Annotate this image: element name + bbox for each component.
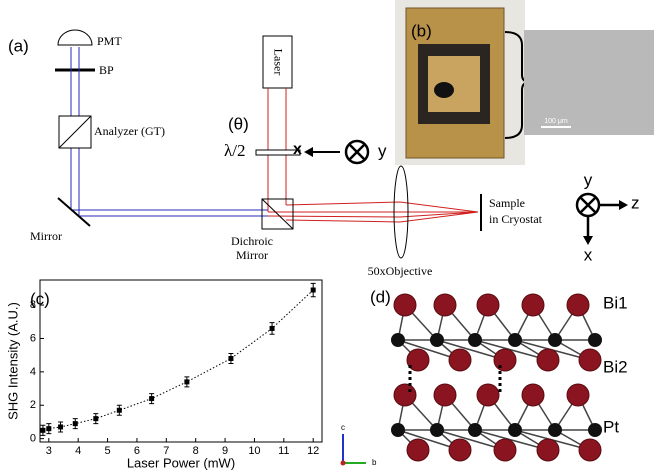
pt-atom <box>430 423 444 437</box>
label: Laser <box>271 49 285 76</box>
point <box>270 326 275 331</box>
chip-inner <box>428 56 480 112</box>
pt-atom <box>468 333 482 347</box>
arrow-head <box>583 236 593 245</box>
bi-atom <box>494 439 516 461</box>
label: BP <box>99 63 114 77</box>
bi-atom <box>579 349 601 371</box>
pmt-icon <box>58 30 92 45</box>
panel-label: (b) <box>411 21 432 40</box>
pt-atom <box>430 333 444 347</box>
bi-atom <box>494 349 516 371</box>
pt-atom <box>391 423 405 437</box>
pt-atom <box>508 423 522 437</box>
axis-out <box>581 198 595 212</box>
axis-label: c <box>341 423 345 432</box>
x-tick-label: 3 <box>46 445 52 457</box>
point <box>40 428 45 433</box>
bi-atom <box>537 349 559 371</box>
point <box>311 288 316 293</box>
bi-atom <box>449 349 471 371</box>
y-tick-label: 6 <box>30 332 36 344</box>
y-tick-label: 2 <box>30 399 36 411</box>
bi-atom <box>567 294 589 316</box>
pt-atom <box>391 333 405 347</box>
point <box>58 424 63 429</box>
dichroic-diag <box>262 199 293 229</box>
x-tick-label: 11 <box>278 445 289 457</box>
y-tick-label: 4 <box>30 366 36 378</box>
label: Mirror <box>236 248 268 262</box>
label: z <box>631 193 640 212</box>
pt-atom <box>508 333 522 347</box>
label: Sample <box>489 196 525 210</box>
arrow-head <box>619 200 628 210</box>
point <box>117 408 122 413</box>
x-tick-label: 10 <box>248 445 260 457</box>
crystal-structure <box>391 294 602 461</box>
axis-out <box>350 145 364 159</box>
point <box>184 379 189 384</box>
bi-atom <box>449 439 471 461</box>
photo: 100 μm (b) <box>395 0 654 165</box>
bi-atom <box>522 384 544 406</box>
label: x <box>584 245 593 264</box>
label: PMT <box>97 34 122 48</box>
point <box>149 396 154 401</box>
point <box>93 416 98 421</box>
bi-atom <box>407 439 429 461</box>
layer-label: Bi2 <box>603 357 628 376</box>
point <box>73 421 78 426</box>
mirror-icon <box>58 198 90 226</box>
bi-atom <box>434 294 456 316</box>
label: (θ) <box>228 114 249 133</box>
bi-atom <box>522 294 544 316</box>
fit-line <box>43 290 313 430</box>
figure: (a) PMT BP Analyzer (GT) Mirror Laser (θ… <box>0 0 654 473</box>
label: Mirror <box>30 229 62 243</box>
bi-atom <box>567 384 589 406</box>
x-axis-label: Laser Power (mW) <box>127 455 235 470</box>
arrow-head <box>304 147 313 157</box>
x-tick-label: 5 <box>105 445 111 457</box>
label: in Cryostat <box>489 212 543 226</box>
label: Dichroic <box>231 234 273 248</box>
bi-atom <box>477 384 499 406</box>
bi-atom <box>434 384 456 406</box>
scale-label: 100 μm <box>544 118 568 125</box>
bi-atom <box>537 439 559 461</box>
label: 50xObjective <box>368 264 433 278</box>
y-axis-label: SHG Intensity (A.U.) <box>5 302 20 420</box>
pt-atom <box>548 423 562 437</box>
pt-atom <box>548 333 562 347</box>
pt-atom <box>468 423 482 437</box>
pt-atom <box>588 333 602 347</box>
bi-atom <box>579 439 601 461</box>
x-tick-label: 12 <box>307 445 319 457</box>
label: y <box>584 170 593 189</box>
label: y <box>378 141 387 160</box>
pt-atom <box>588 423 602 437</box>
point <box>228 356 233 361</box>
y-tick-label: 8 <box>30 299 36 311</box>
label: λ/2 <box>224 141 245 160</box>
bi-atom <box>394 384 416 406</box>
layer-label: Pt <box>603 417 619 436</box>
panel-label: (d) <box>370 287 391 306</box>
bi-atom <box>477 294 499 316</box>
y-tick-label: 0 <box>30 433 36 445</box>
point <box>46 426 51 431</box>
label: Analyzer (GT) <box>94 124 165 138</box>
bi-atom <box>394 294 416 316</box>
axis-label: b <box>372 458 377 467</box>
sample-flake <box>434 82 454 98</box>
layer-label: Bi1 <box>603 293 628 312</box>
plot-frame <box>40 280 322 442</box>
label: x <box>293 141 302 158</box>
x-tick-label: 4 <box>75 445 81 457</box>
axis-origin <box>341 461 346 466</box>
panel-label: (a) <box>8 36 29 55</box>
